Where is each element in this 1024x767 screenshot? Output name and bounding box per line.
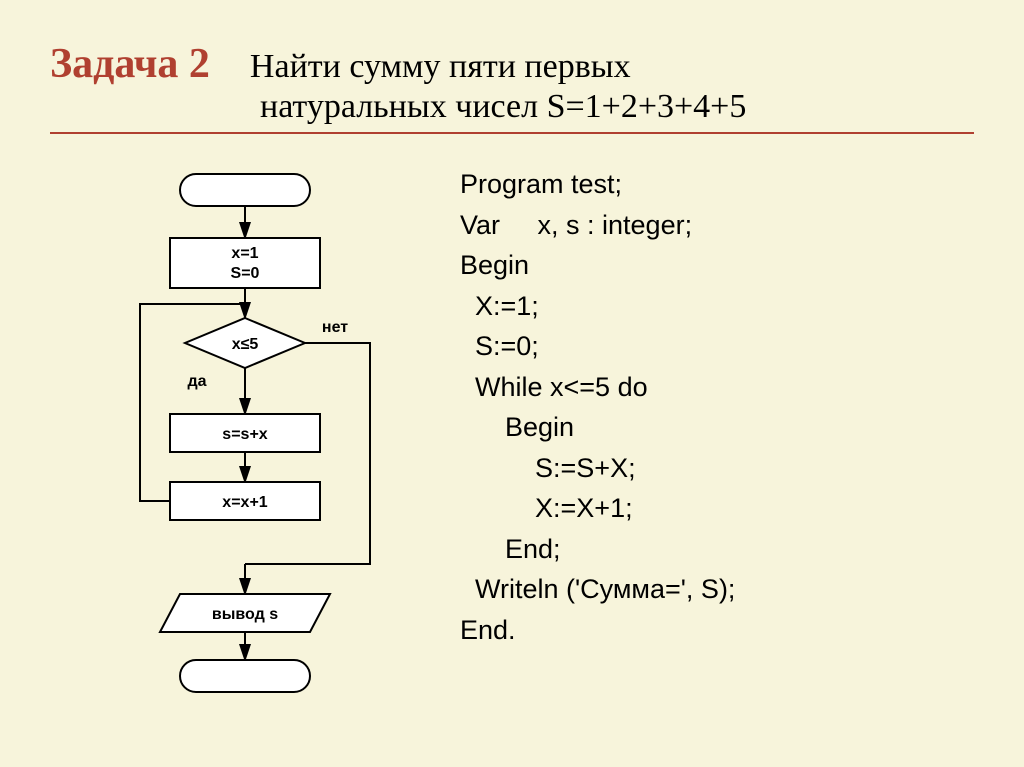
flow-yes-label: да bbox=[187, 373, 206, 390]
code-line: Var x, s : integer; bbox=[460, 205, 974, 246]
flow-init-label1: x=1 bbox=[231, 245, 258, 262]
flow-output-label: вывод s bbox=[212, 606, 278, 623]
code-line: X:=1; bbox=[460, 286, 974, 327]
flow-no-label: нет bbox=[322, 319, 348, 336]
flow-cond-label: x≤5 bbox=[232, 336, 259, 353]
flow-start bbox=[180, 174, 310, 206]
flow-no-bypass bbox=[245, 343, 370, 564]
task-desc-line2: натуральных чисел S=1+2+3+4+5 bbox=[260, 88, 974, 126]
flow-op2-label: x=x+1 bbox=[222, 494, 267, 511]
code-line: While x<=5 do bbox=[460, 367, 974, 408]
code-line: S:=S+X; bbox=[460, 448, 974, 489]
code-line: Writeln ('Сумма=', S); bbox=[460, 569, 974, 610]
flowchart: x=1 S=0 x≤5 да нет s=s+x bbox=[50, 164, 410, 704]
code-line: X:=X+1; bbox=[460, 488, 974, 529]
flow-op1-label: s=s+x bbox=[222, 426, 267, 443]
code-listing: Program test; Var x, s : integer; Begin … bbox=[460, 164, 974, 704]
code-line: Begin bbox=[460, 407, 974, 448]
code-line: End. bbox=[460, 610, 974, 651]
title-underline bbox=[50, 132, 974, 134]
task-label: Задача 2 bbox=[50, 40, 210, 88]
code-line: Program test; bbox=[460, 164, 974, 205]
code-line: Begin bbox=[460, 245, 974, 286]
code-line: End; bbox=[460, 529, 974, 570]
flow-end bbox=[180, 660, 310, 692]
title-block: Задача 2 Найти сумму пяти первых натурал… bbox=[50, 40, 974, 134]
task-desc-line1: Найти сумму пяти первых bbox=[250, 48, 631, 86]
code-line: S:=0; bbox=[460, 326, 974, 367]
flow-init-label2: S=0 bbox=[231, 265, 260, 282]
